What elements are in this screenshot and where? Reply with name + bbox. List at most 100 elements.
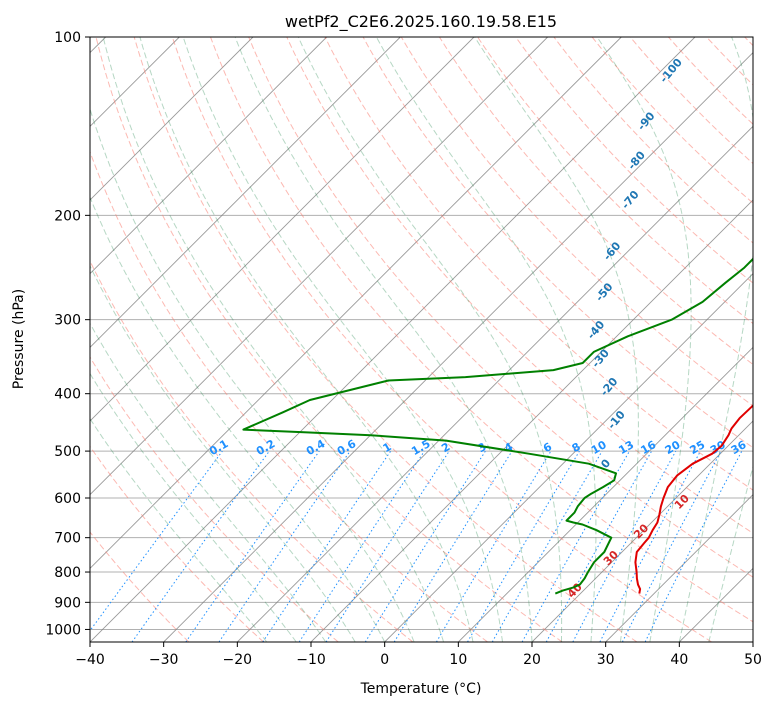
- dry-adiabat-line: [668, 37, 753, 125]
- mixing-ratio-line: [435, 450, 552, 642]
- mixing-ratio-line: [545, 450, 653, 642]
- mixing-ratio-line: [218, 450, 351, 642]
- moist-adiabat-label: -50: [593, 280, 616, 304]
- mixing-ratio-line: [393, 450, 513, 642]
- mixing-ratio-line: [298, 450, 425, 642]
- moist-adiabat-line: [139, 37, 474, 642]
- mixing-ratio-line: [185, 450, 320, 642]
- x-tick-label: 10: [449, 652, 467, 668]
- mixing-ratio-label: 13: [616, 438, 636, 457]
- mixing-ratio-label: 36: [729, 438, 749, 457]
- mixing-ratio-line: [572, 450, 677, 642]
- dry-adiabat-line: [515, 37, 753, 284]
- x-tick-label: −20: [223, 652, 253, 668]
- y-tick-label: 1000: [45, 622, 81, 638]
- moist-adiabat-line: [90, 322, 327, 642]
- dry-adiabat-line: [400, 37, 753, 407]
- dry-adiabat-line: [248, 37, 753, 578]
- mixing-ratio-label: 0.6: [335, 437, 359, 458]
- mixing-ratio-label: 0.4: [304, 437, 328, 458]
- moist-adiabat-line: [678, 37, 753, 642]
- dry-adiabat-line: [90, 150, 488, 642]
- y-tick-label: 900: [54, 595, 81, 611]
- mixing-ratio-label: 16: [639, 438, 659, 457]
- y-tick-label: 700: [54, 531, 81, 547]
- mixing-ratio-label: 2: [439, 440, 452, 455]
- dry-adiabat-line: [438, 37, 753, 366]
- mixing-ratio-line: [325, 450, 450, 642]
- isotherm-line: [752, 641, 753, 642]
- moist-adiabat-label: -80: [625, 148, 648, 172]
- mixing-ratio-line: [467, 450, 580, 642]
- mixing-ratio-label: 4: [502, 440, 515, 455]
- mixing-ratio-line: [644, 450, 743, 642]
- dry-adiabat-line: [90, 445, 264, 642]
- y-tick-label: 300: [54, 313, 81, 329]
- plot-frame: [89, 36, 754, 643]
- mixing-ratio-label: 1: [381, 440, 394, 455]
- mixing-ratio-line: [131, 450, 270, 642]
- dry-adiabat-line: [286, 37, 753, 534]
- moist-adiabat-line: [474, 37, 639, 642]
- x-tick-label: 30: [597, 652, 615, 668]
- dry-adiabat-line: [90, 259, 414, 642]
- x-axis-label: Temperature (°C): [360, 681, 482, 697]
- isotherm-line: [90, 37, 327, 275]
- isotherm-line: [531, 420, 753, 642]
- isotherm-line: [237, 125, 753, 642]
- moist-adiabat-line: [102, 37, 445, 642]
- dry-adiabat-line: [90, 531, 190, 642]
- y-tick-label: 800: [54, 565, 81, 581]
- isotherm-line: [458, 346, 753, 642]
- isotherm-line: [90, 37, 475, 422]
- moist-adiabat-line: [90, 372, 297, 642]
- x-tick-label: −10: [296, 652, 326, 668]
- isotherm-line: [90, 37, 696, 642]
- mixing-ratio-label: 0.1: [207, 437, 230, 458]
- dry-adiabat-line: [133, 37, 638, 642]
- moist-adiabat-label: -70: [619, 188, 642, 212]
- moist-adiabat-label: -30: [589, 346, 612, 370]
- isotherm-line: [90, 37, 401, 348]
- moist-adiabat-line: [182, 37, 503, 642]
- isotherm-line: [605, 494, 753, 642]
- dry-adiabat-line: [95, 37, 563, 642]
- moist-adiabat-line: [90, 196, 386, 642]
- x-tick-label: 50: [744, 652, 762, 668]
- chart-title: wetPf2_C2E6.2025.160.19.58.E15: [285, 12, 557, 32]
- moist-adiabat-line: [90, 107, 415, 642]
- mixing-ratio-line: [521, 450, 630, 642]
- temperature-profile-line: [634, 404, 753, 594]
- dry-adiabat-line: [553, 37, 753, 244]
- x-tick-label: 20: [523, 652, 541, 668]
- mixing-ratio-label: 10: [589, 438, 609, 457]
- dry-adiabat-line: [171, 37, 712, 642]
- dry-adiabat-label: 10: [672, 492, 692, 512]
- moist-adiabat-line: [297, 37, 563, 642]
- isotherm-line: [90, 37, 622, 569]
- moist-adiabat-line: [375, 37, 597, 642]
- isotherm-line: [90, 37, 254, 201]
- y-tick-label: 200: [54, 208, 81, 224]
- x-tick-label: 40: [670, 652, 688, 668]
- y-tick-label: 600: [54, 491, 81, 507]
- dry-adiabat-line: [477, 37, 753, 325]
- mixing-ratio-label: 25: [688, 438, 708, 457]
- mixing-ratio-label: 0.2: [254, 437, 277, 458]
- y-tick-label: 500: [54, 444, 81, 460]
- dewpoint-profile-line: [242, 257, 753, 595]
- y-axis-label: Pressure (hPa): [11, 289, 27, 389]
- isotherm-line: [163, 52, 753, 642]
- moist-adiabat-label: -20: [598, 375, 621, 399]
- isotherm-line: [90, 37, 548, 496]
- moist-adiabat-line: [596, 37, 692, 642]
- x-tick-label: −30: [149, 652, 179, 668]
- mixing-ratio-label: 8: [570, 440, 583, 455]
- y-tick-label: 400: [54, 387, 81, 403]
- moist-adiabat-line: [90, 417, 268, 642]
- moist-adiabat-label: -40: [585, 318, 608, 342]
- dry-adiabat-line: [210, 37, 753, 623]
- mixing-ratio-line: [90, 450, 223, 632]
- moist-adiabat-line: [90, 264, 356, 642]
